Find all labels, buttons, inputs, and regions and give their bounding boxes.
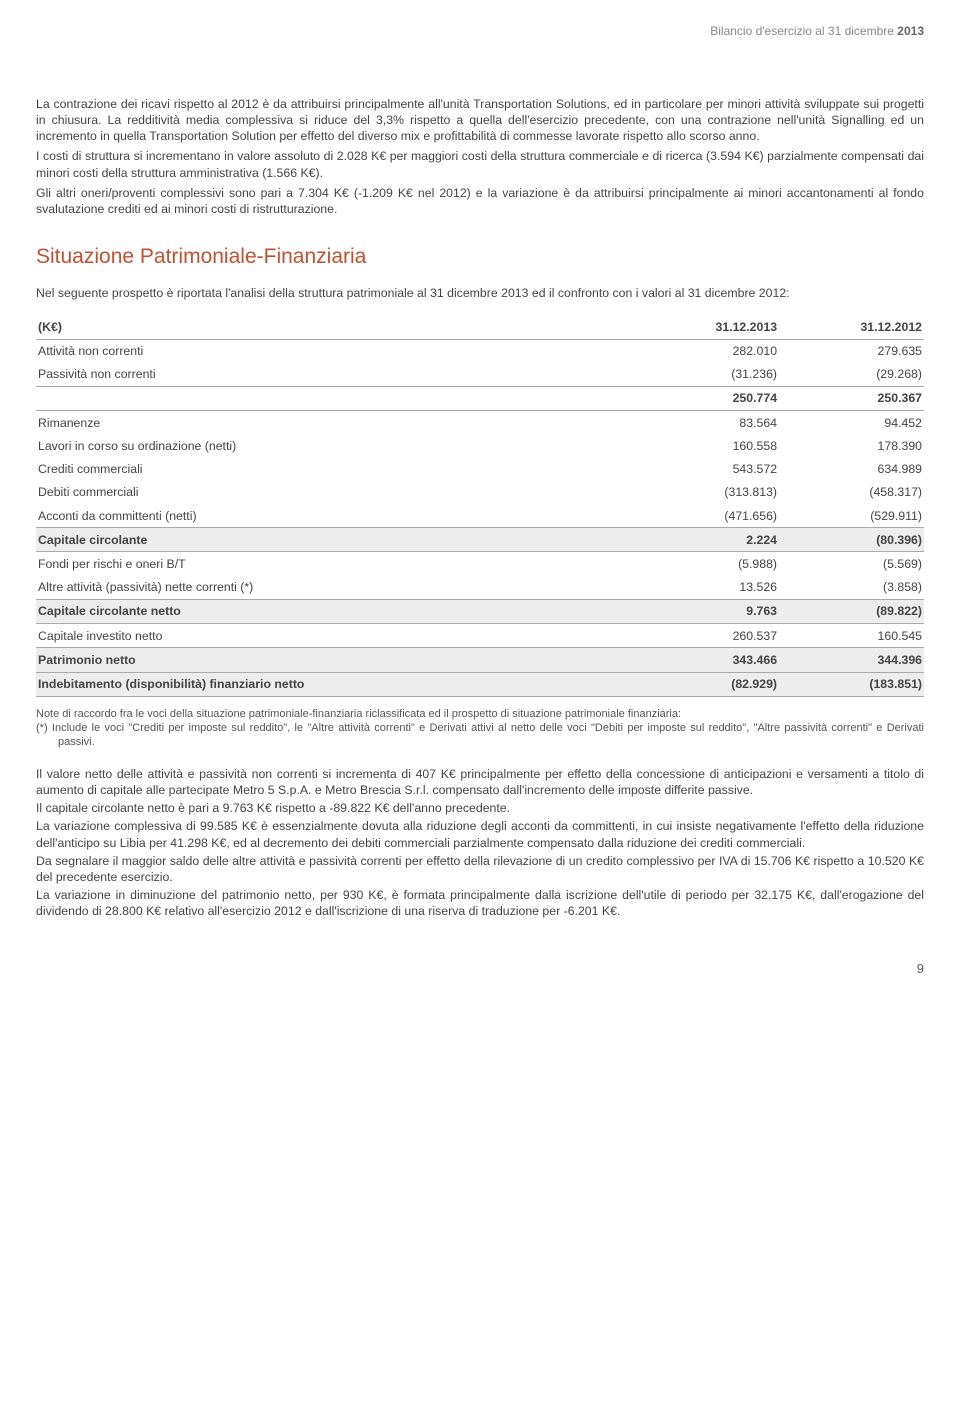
paragraph: La variazione in diminuzione del patrimo… (36, 887, 924, 919)
row-label: Altre attività (passività) nette corrent… (36, 576, 634, 600)
row-val: (458.317) (779, 481, 924, 504)
row-val: 344.396 (779, 648, 924, 672)
row-val: 543.572 (634, 458, 779, 481)
row-val: 260.537 (634, 624, 779, 648)
row-val: 83.564 (634, 411, 779, 435)
row-val: (313.813) (634, 481, 779, 504)
paragraph: Il capitale circolante netto è pari a 9.… (36, 800, 924, 816)
footnote-line: Note di raccordo fra le voci della situa… (36, 707, 924, 721)
paragraph: Il valore netto delle attività e passivi… (36, 766, 924, 798)
financial-table: (K€) 31.12.2013 31.12.2012 Attività non … (36, 315, 924, 697)
section-title: Situazione Patrimoniale-Finanziaria (36, 243, 924, 271)
row-val: 250.367 (779, 386, 924, 410)
row-val: (183.851) (779, 672, 924, 696)
row-label: Passività non correnti (36, 363, 634, 387)
col-header-label: (K€) (36, 315, 634, 339)
col-header-2013: 31.12.2013 (634, 315, 779, 339)
row-label: Acconti da committenti (netti) (36, 504, 634, 528)
paragraph: I costi di struttura si incrementano in … (36, 148, 924, 180)
row-val: 250.774 (634, 386, 779, 410)
col-header-2012: 31.12.2012 (779, 315, 924, 339)
body-text-2: Il valore netto delle attività e passivi… (36, 766, 924, 920)
footnote-line: (*) Include le voci "Crediti per imposte… (36, 721, 924, 750)
table-total-row: Patrimonio netto 343.466 344.396 (36, 648, 924, 672)
row-val: 9.763 (634, 599, 779, 623)
row-val: (82.929) (634, 672, 779, 696)
row-label: Rimanenze (36, 411, 634, 435)
table-row: Debiti commerciali (313.813) (458.317) (36, 481, 924, 504)
row-label: Fondi per rischi e oneri B/T (36, 552, 634, 576)
table-subtotal-row: 250.774 250.367 (36, 386, 924, 410)
paragraph: Gli altri oneri/proventi complessivi son… (36, 185, 924, 217)
row-val: 282.010 (634, 339, 779, 363)
row-val: (89.822) (779, 599, 924, 623)
row-label: Crediti commerciali (36, 458, 634, 481)
page-header: Bilancio d'esercizio al 31 dicembre 2013 (36, 24, 924, 40)
row-label: Capitale circolante (36, 528, 634, 552)
body-text-1: La contrazione dei ricavi rispetto al 20… (36, 96, 924, 218)
row-val: 2.224 (634, 528, 779, 552)
header-year: 2013 (897, 24, 924, 38)
row-label: Patrimonio netto (36, 648, 634, 672)
row-val: 160.558 (634, 434, 779, 457)
row-val: 160.545 (779, 624, 924, 648)
header-prefix: Bilancio d'esercizio al 31 dicembre (710, 24, 894, 38)
row-val: 94.452 (779, 411, 924, 435)
table-row: Attività non correnti 282.010 279.635 (36, 339, 924, 363)
row-label: Lavori in corso su ordinazione (netti) (36, 434, 634, 457)
table-row: Passività non correnti (31.236) (29.268) (36, 363, 924, 387)
table-total-row: Capitale circolante netto 9.763 (89.822) (36, 599, 924, 623)
row-label: Indebitamento (disponibilità) finanziari… (36, 672, 634, 696)
section-intro: Nel seguente prospetto è riportata l'ana… (36, 285, 924, 301)
row-label: Capitale circolante netto (36, 599, 634, 623)
paragraph: La contrazione dei ricavi rispetto al 20… (36, 96, 924, 145)
table-row: Rimanenze 83.564 94.452 (36, 411, 924, 435)
row-val: (5.988) (634, 552, 779, 576)
row-val: (29.268) (779, 363, 924, 387)
row-val: 178.390 (779, 434, 924, 457)
table-row: Acconti da committenti (netti) (471.656)… (36, 504, 924, 528)
row-val: (31.236) (634, 363, 779, 387)
row-val: 343.466 (634, 648, 779, 672)
table-row: Altre attività (passività) nette corrent… (36, 576, 924, 600)
paragraph: Da segnalare il maggior saldo delle altr… (36, 853, 924, 885)
row-label: Capitale investito netto (36, 624, 634, 648)
table-header-row: (K€) 31.12.2013 31.12.2012 (36, 315, 924, 339)
row-label: Attività non correnti (36, 339, 634, 363)
table-total-row: Indebitamento (disponibilità) finanziari… (36, 672, 924, 696)
paragraph: La variazione complessiva di 99.585 K€ è… (36, 818, 924, 850)
table-total-row: Capitale circolante 2.224 (80.396) (36, 528, 924, 552)
row-val: (529.911) (779, 504, 924, 528)
row-val: 634.989 (779, 458, 924, 481)
row-label (36, 386, 634, 410)
row-val: 279.635 (779, 339, 924, 363)
table-row: Fondi per rischi e oneri B/T (5.988) (5.… (36, 552, 924, 576)
row-val: 13.526 (634, 576, 779, 600)
row-label: Debiti commerciali (36, 481, 634, 504)
row-val: (3.858) (779, 576, 924, 600)
row-val: (5.569) (779, 552, 924, 576)
page-number: 9 (36, 960, 924, 977)
table-row: Lavori in corso su ordinazione (netti) 1… (36, 434, 924, 457)
table-footnote: Note di raccordo fra le voci della situa… (36, 707, 924, 750)
table-row: Crediti commerciali 543.572 634.989 (36, 458, 924, 481)
row-val: (471.656) (634, 504, 779, 528)
row-val: (80.396) (779, 528, 924, 552)
table-row: Capitale investito netto 260.537 160.545 (36, 624, 924, 648)
